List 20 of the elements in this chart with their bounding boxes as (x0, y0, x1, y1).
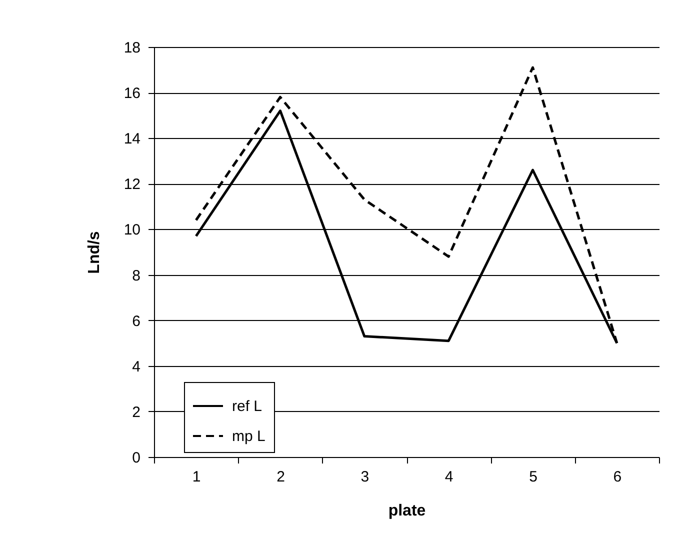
y-tick-label: 8 (132, 267, 140, 284)
y-tick-label: 16 (124, 85, 140, 102)
y-tick-label: 2 (132, 404, 140, 421)
x-tick-label: 4 (444, 468, 454, 486)
x-tick-label: 3 (360, 468, 370, 486)
y-tick-label: 10 (124, 222, 140, 239)
x-axis-title: plate (388, 502, 426, 520)
y-tick-label: 18 (124, 40, 140, 56)
y-tick-label: 4 (132, 358, 140, 376)
y-tick-label: 6 (132, 312, 140, 330)
y-tick-label: 14 (124, 130, 140, 148)
y-tick-label: 0 (132, 450, 140, 466)
x-tick-label: 6 (613, 468, 622, 486)
y-tick-label: 12 (124, 176, 140, 194)
x-tick-label: 1 (192, 468, 201, 486)
x-tick-label: 2 (276, 468, 285, 486)
legend-label: mp L (232, 428, 266, 445)
legend-label: ref L (232, 398, 262, 415)
y-axis-title: Lnd/s (86, 231, 103, 274)
x-tick-label: 5 (529, 468, 538, 486)
